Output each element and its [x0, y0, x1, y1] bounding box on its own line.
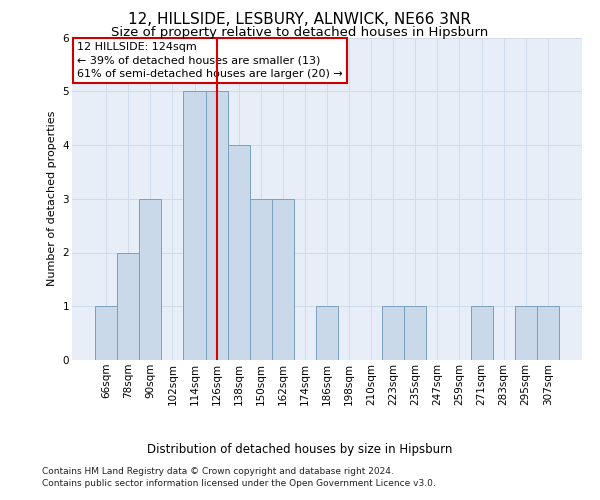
Text: Contains HM Land Registry data © Crown copyright and database right 2024.: Contains HM Land Registry data © Crown c…: [42, 468, 394, 476]
Bar: [537, 306, 559, 360]
Bar: [117, 252, 139, 360]
Bar: [95, 306, 117, 360]
Bar: [250, 198, 272, 360]
Bar: [227, 145, 250, 360]
Bar: [515, 306, 537, 360]
Bar: [316, 306, 338, 360]
Text: 12, HILLSIDE, LESBURY, ALNWICK, NE66 3NR: 12, HILLSIDE, LESBURY, ALNWICK, NE66 3NR: [128, 12, 472, 28]
Y-axis label: Number of detached properties: Number of detached properties: [47, 111, 57, 286]
Bar: [382, 306, 404, 360]
Bar: [404, 306, 427, 360]
Text: Distribution of detached houses by size in Hipsburn: Distribution of detached houses by size …: [148, 442, 452, 456]
Bar: [470, 306, 493, 360]
Bar: [206, 91, 227, 360]
Bar: [184, 91, 206, 360]
Bar: [139, 198, 161, 360]
Text: 12 HILLSIDE: 124sqm
← 39% of detached houses are smaller (13)
61% of semi-detach: 12 HILLSIDE: 124sqm ← 39% of detached ho…: [77, 42, 343, 78]
Text: Size of property relative to detached houses in Hipsburn: Size of property relative to detached ho…: [112, 26, 488, 39]
Bar: [272, 198, 294, 360]
Text: Contains public sector information licensed under the Open Government Licence v3: Contains public sector information licen…: [42, 479, 436, 488]
